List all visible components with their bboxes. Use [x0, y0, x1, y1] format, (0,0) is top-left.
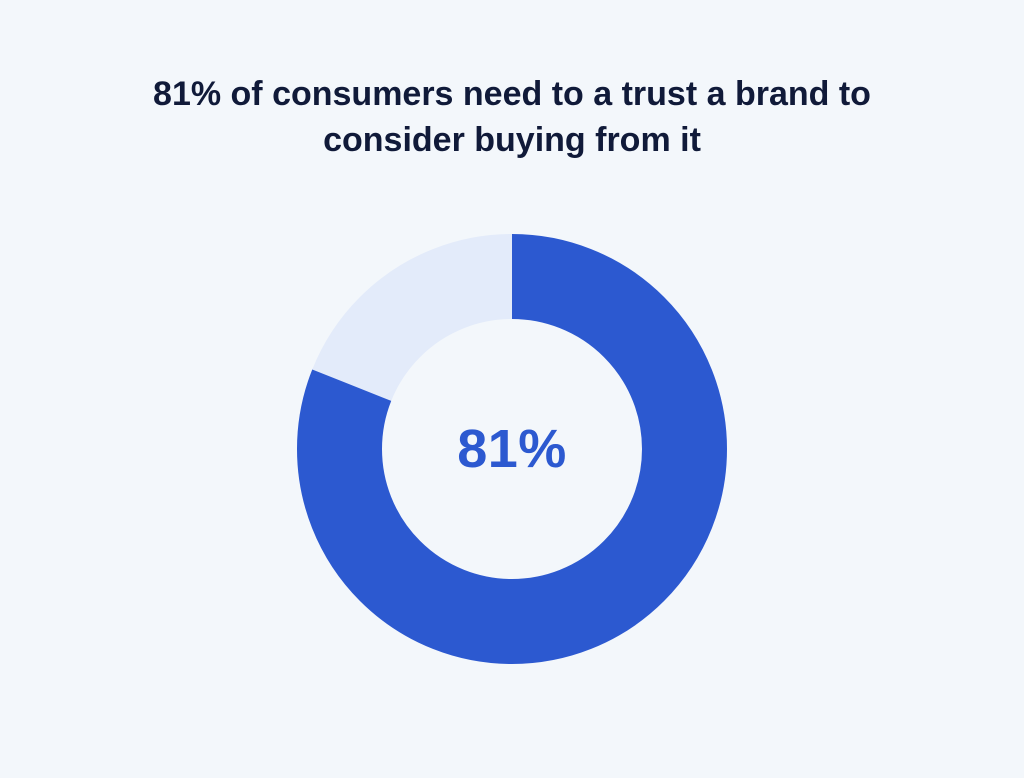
chart-title: 81% of consumers need to a trust a brand…	[122, 72, 902, 164]
donut-chart: 81%	[287, 224, 737, 674]
donut-center-label: 81%	[457, 418, 567, 480]
